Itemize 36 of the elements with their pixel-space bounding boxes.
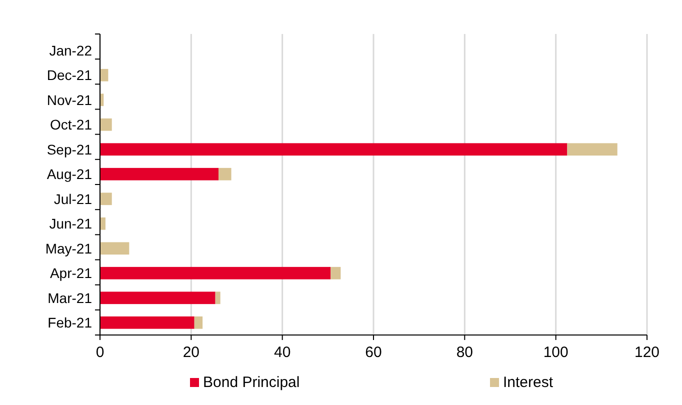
y-tick-label: Sep-21	[46, 141, 92, 158]
bar	[100, 192, 112, 206]
bar	[567, 143, 618, 156]
bar	[100, 266, 331, 280]
bar	[100, 118, 112, 131]
legend-label: Interest	[503, 374, 554, 391]
y-tick-label: Mar-21	[48, 290, 92, 306]
y-tick-label: Jun-21	[49, 216, 92, 232]
bar	[100, 68, 108, 82]
x-tick-label: 60	[365, 344, 382, 361]
x-tick-label: 100	[543, 344, 568, 361]
bar	[218, 168, 232, 180]
y-tick-label: Dec-21	[46, 67, 92, 84]
y-tick-label: Aug-21	[46, 166, 92, 182]
y-tick-label: Jul-21	[54, 190, 92, 207]
bar	[100, 143, 568, 156]
bar	[100, 217, 106, 230]
x-tick-label: 20	[182, 344, 200, 361]
y-tick-label: May-21	[45, 240, 92, 256]
y-tick-label: Feb-21	[48, 314, 92, 331]
bar	[215, 292, 220, 304]
x-tick-label: 0	[96, 344, 104, 361]
bar	[100, 168, 219, 180]
y-tick-label: Apr-21	[50, 265, 92, 282]
bar	[194, 316, 203, 329]
bar	[100, 292, 216, 304]
legend-label: Bond Principal	[203, 374, 300, 391]
y-tick-label: Nov-21	[46, 92, 92, 108]
bar	[100, 242, 130, 255]
y-tick-label: Jan-22	[49, 42, 92, 58]
x-tick-label: 120	[634, 344, 660, 361]
bar	[100, 316, 194, 329]
y-tick-label: Oct-21	[50, 116, 92, 133]
bar	[330, 266, 341, 280]
x-tick-label: 40	[274, 344, 291, 361]
x-tick-label: 80	[456, 344, 474, 361]
